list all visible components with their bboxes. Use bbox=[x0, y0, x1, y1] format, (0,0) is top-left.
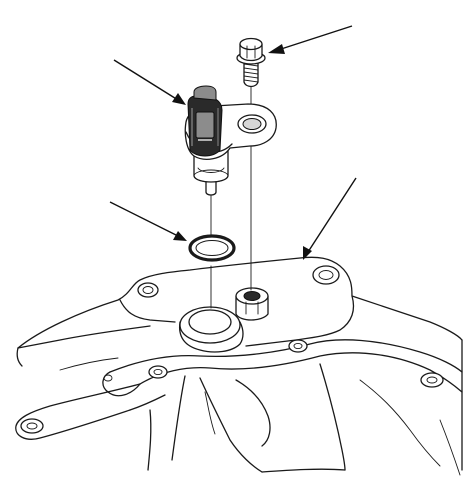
transmission-housing bbox=[15, 256, 463, 476]
flange-hole bbox=[148, 365, 168, 379]
flange-hole bbox=[103, 374, 113, 382]
callout-arrow-sensor bbox=[113, 59, 186, 105]
callout-arrow-bolt bbox=[268, 25, 353, 54]
flange-bolt bbox=[236, 37, 266, 88]
flange-hole bbox=[137, 282, 159, 298]
flange-hole bbox=[20, 418, 44, 434]
sensor-bore bbox=[179, 306, 241, 344]
callout-arrow-o-ring bbox=[109, 201, 187, 241]
flange-hole bbox=[420, 372, 444, 388]
threaded-boss bbox=[235, 287, 269, 321]
callout-arrow-housing bbox=[303, 177, 357, 260]
flange-hole bbox=[288, 339, 308, 353]
flange-hole bbox=[312, 265, 340, 285]
o-ring bbox=[188, 234, 236, 262]
sensor-with-connector bbox=[184, 85, 277, 196]
